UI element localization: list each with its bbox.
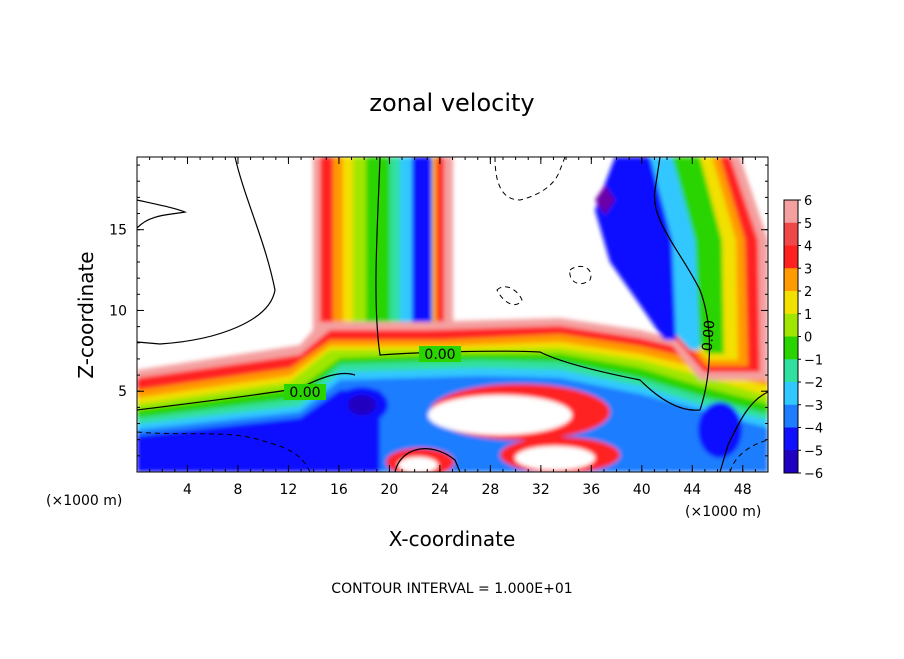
colorbar-label: 1 xyxy=(804,308,812,323)
x-tick-label: 24 xyxy=(431,482,449,498)
colorbar-label: −1 xyxy=(804,353,823,368)
colorbar-label: −2 xyxy=(804,376,823,391)
contour-label-3: 0.00 xyxy=(700,319,719,351)
x-tick-label: 28 xyxy=(481,482,499,498)
colorbar-label: 4 xyxy=(804,240,812,255)
negative-contour-oval-2 xyxy=(569,265,592,285)
negative-contour-bottom-right xyxy=(729,439,768,472)
colorbar-label: 0 xyxy=(804,331,812,346)
colorbar: 6 5 4 3 2 1 0 −1 −2 −3 −4 −5 −6 xyxy=(783,194,823,482)
colorbar-segment xyxy=(784,404,798,428)
low-spot-left-core xyxy=(348,395,376,415)
x-tick-label: 4 xyxy=(183,482,192,498)
positive-contour-edge xyxy=(137,199,188,229)
band-deep-blue xyxy=(137,390,380,472)
x-unit-right: (×1000 m) xyxy=(685,504,761,520)
negative-contour-oval xyxy=(496,286,523,306)
contour-label-2: 0.00 xyxy=(289,385,320,401)
x-tick-label: 12 xyxy=(280,482,298,498)
negative-contour-top xyxy=(494,157,566,201)
y-tick-label: 5 xyxy=(118,384,127,400)
x-tick-label: 48 xyxy=(734,482,752,498)
plot-area: 0.00 0.00 0.00 xyxy=(137,157,768,472)
contour-labels: 0.00 0.00 0.00 xyxy=(284,319,718,401)
colorbar-segment xyxy=(784,427,798,451)
negative-contours xyxy=(137,157,768,472)
colorbar-label: −5 xyxy=(804,444,823,459)
y-tick-label: 10 xyxy=(109,303,127,319)
colorbar-label: −3 xyxy=(804,399,823,414)
colorbar-label: 6 xyxy=(804,194,812,209)
pocket-white-2 xyxy=(515,446,595,470)
colorbar-segment xyxy=(784,336,798,360)
colorbar-segment xyxy=(784,268,798,292)
x-tick-label: 40 xyxy=(633,482,651,498)
pocket-white-3 xyxy=(398,457,438,472)
positive-contour-left xyxy=(137,157,276,345)
colorbar-segment xyxy=(784,313,798,337)
contour-label-1-bg xyxy=(419,346,461,362)
zero-contour-main xyxy=(375,157,711,411)
x-tick-label: 32 xyxy=(532,482,550,498)
low-spot-right xyxy=(698,402,742,458)
colorbar-segment xyxy=(784,382,798,406)
diag-jet-purple xyxy=(595,185,615,215)
diag-jet-blue xyxy=(595,157,676,340)
zero-contour-right xyxy=(719,391,768,472)
x-tick-label: 20 xyxy=(380,482,398,498)
velocity-field xyxy=(137,157,768,472)
x-axis-label: X-coordinate xyxy=(389,527,516,551)
colorbar-segment xyxy=(784,450,798,474)
x-tick-label: 16 xyxy=(330,482,348,498)
contour-label-1: 0.00 xyxy=(424,347,455,363)
y-axis-label: Z-coordinate xyxy=(74,251,98,378)
zero-contour-bottom xyxy=(394,448,461,472)
x-tick-label: 8 xyxy=(233,482,242,498)
colorbar-label: −6 xyxy=(804,467,823,482)
colorbar-label: 2 xyxy=(804,285,812,300)
colorbar-label: 5 xyxy=(804,217,812,232)
colorbar-segment xyxy=(784,222,798,246)
x-axis-ticks: 4 8 12 16 20 24 28 32 36 40 44 48 xyxy=(149,157,756,498)
y-tick-label: 15 xyxy=(109,223,127,239)
colorbar-segment xyxy=(784,200,798,224)
colorbar-label: 3 xyxy=(804,262,812,277)
x-tick-label: 44 xyxy=(683,482,701,498)
colorbar-label: −4 xyxy=(804,422,823,437)
negative-contour-bottom-left xyxy=(137,431,311,472)
y-axis-ticks: 5 10 15 xyxy=(109,164,768,457)
chart-title: zonal velocity xyxy=(369,89,534,117)
contour-interval-footer: CONTOUR INTERVAL = 1.000E+01 xyxy=(331,581,572,597)
pocket-white xyxy=(428,395,572,435)
colorbar-segment xyxy=(784,245,798,269)
colorbar-segment xyxy=(784,359,798,383)
colorbar-segment xyxy=(784,291,798,315)
x-unit-left: (×1000 m) xyxy=(46,493,122,509)
contour-label-2-bg xyxy=(284,384,326,400)
x-tick-label: 36 xyxy=(582,482,600,498)
